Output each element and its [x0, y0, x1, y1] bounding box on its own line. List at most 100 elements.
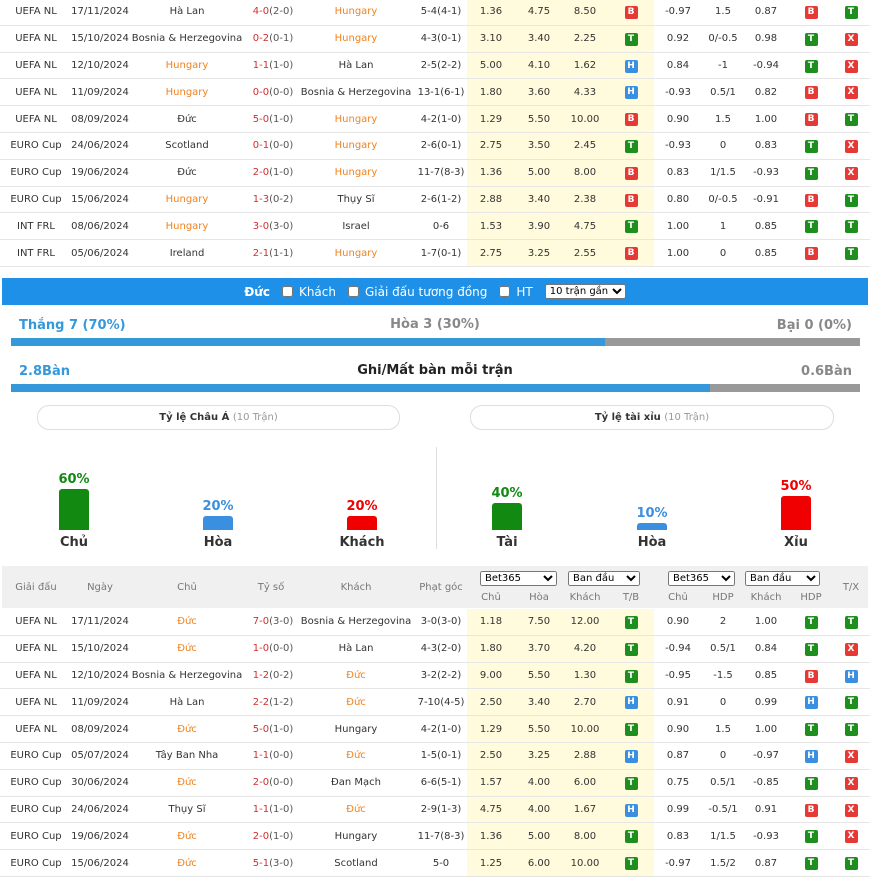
bookmaker-select[interactable]: Bet365 — [480, 571, 557, 586]
hdp-away: 1.00 — [754, 616, 778, 628]
goals-against-bar — [710, 384, 860, 392]
hdp-home: 0.92 — [666, 33, 690, 45]
corners: 1-5(0-1) — [420, 750, 462, 762]
result-badge: T — [624, 642, 638, 656]
home-team: Bosnia & Herzegovina — [131, 33, 243, 45]
handicap: 1/1.5 — [710, 167, 736, 179]
result-badge: T — [804, 857, 818, 871]
handicap: 0/-0.5 — [708, 33, 738, 45]
ratio-name: Khách — [339, 535, 385, 550]
date: 24/06/2024 — [71, 804, 129, 815]
league: EURO Cup — [10, 830, 62, 842]
date: 11/09/2024 — [71, 86, 129, 98]
corners: 2-6(1-2) — [420, 194, 462, 205]
full-score: 3-0 — [252, 220, 270, 232]
score: 7-0(3-0) — [223, 615, 323, 629]
handicap: 0.5/1 — [710, 86, 736, 98]
filter-checkbox[interactable] — [347, 286, 359, 297]
recent-select[interactable]: 10 trận gần — [544, 284, 626, 299]
score: 0-0(0-0) — [223, 86, 323, 100]
half-score: (1-0) — [269, 723, 294, 735]
odds-draw: 3.40 — [527, 194, 551, 205]
bookmaker-select[interactable]: Bet365 — [668, 571, 735, 586]
date: 12/10/2024 — [71, 60, 129, 71]
handicap: 1.5 — [715, 723, 731, 735]
result-badge: T — [804, 830, 818, 844]
date: 08/09/2024 — [71, 113, 129, 125]
row-border — [0, 849, 870, 851]
row-border — [0, 634, 870, 636]
league: INT FRL — [17, 220, 55, 232]
full-score: 1-2 — [252, 670, 270, 681]
odds-away: 2.88 — [573, 750, 597, 762]
result-badge: B — [624, 166, 638, 180]
half-score: (0-0) — [269, 777, 294, 789]
corners: 2-9(1-3) — [420, 804, 462, 815]
odds-home: 2.75 — [479, 140, 503, 152]
league: UEFA NL — [15, 643, 57, 655]
score: 1-2(0-2) — [223, 669, 323, 683]
row-border — [0, 822, 870, 824]
home-team: Scotland — [165, 140, 209, 152]
full-score: 5-0 — [252, 723, 270, 735]
column-subheader: Chủ — [668, 592, 688, 603]
odds-home: 1.53 — [479, 220, 503, 232]
date: 17/11/2024 — [71, 6, 129, 18]
odds-bg — [467, 0, 654, 267]
row-border — [0, 795, 870, 797]
ratio-value: 20% — [346, 499, 378, 515]
hdp-away: -0.93 — [753, 830, 779, 842]
filter-checkbox[interactable] — [281, 286, 293, 297]
half-score: (3-0) — [269, 220, 294, 232]
hdp-home: 0.80 — [666, 194, 690, 205]
corners: 6-6(5-1) — [420, 777, 462, 789]
divider — [436, 447, 437, 549]
odds-draw: 3.25 — [527, 750, 551, 762]
goals-title: Ghi/Mất bàn mỗi trận — [357, 363, 513, 378]
home-team: Đức — [177, 857, 197, 869]
result-badge: H — [624, 86, 638, 100]
away-team: Hungary — [334, 723, 378, 735]
away-team: Hà Lan — [338, 60, 374, 71]
panel-title: Tỷ lệ Châu Á (10 Trận) — [37, 405, 400, 430]
odds-draw: 3.70 — [527, 643, 551, 655]
bookmaker-select[interactable]: Ban đầu — [745, 571, 820, 586]
result-badge: T — [624, 776, 638, 790]
hdp-away: 0.91 — [754, 804, 778, 815]
odds-away: 6.00 — [573, 777, 597, 789]
half-score: (1-0) — [269, 804, 294, 815]
half-score: (1-0) — [269, 830, 294, 842]
odds-away: 2.45 — [573, 140, 597, 152]
away-team: Bosnia & Herzegovina — [300, 86, 412, 98]
odds-home: 2.50 — [479, 696, 503, 708]
league: EURO Cup — [10, 857, 62, 869]
hdp-home: 0.90 — [666, 616, 690, 628]
date: 17/11/2024 — [71, 616, 129, 628]
ratio-name: Chủ — [59, 535, 89, 550]
full-score: 1-1 — [252, 60, 270, 71]
result-badge: T — [844, 193, 858, 207]
odds-away: 10.00 — [570, 723, 600, 735]
filter-checkbox[interactable] — [499, 286, 511, 297]
half-score: (0-1) — [269, 33, 294, 45]
row-border — [0, 132, 870, 133]
half-score: (1-1) — [269, 247, 294, 259]
score: 2-2(1-2) — [223, 696, 323, 710]
odds-home: 1.29 — [479, 723, 503, 735]
odds-draw: 3.40 — [527, 696, 551, 708]
result-badge: B — [804, 193, 818, 207]
result-badge: X — [844, 803, 858, 817]
handicap: 0 — [719, 750, 727, 762]
bookmaker-select[interactable]: Ban đầu — [568, 571, 640, 586]
full-score: 0-2 — [252, 33, 270, 45]
date: 15/10/2024 — [71, 643, 129, 655]
odds-away: 2.38 — [573, 194, 597, 205]
result-badge: T — [624, 139, 638, 153]
result-badge: X — [844, 86, 858, 100]
odds-draw: 5.50 — [527, 723, 551, 735]
result-badge: T — [624, 857, 638, 871]
away-team: Đức — [346, 696, 366, 708]
column-header: T/X — [842, 582, 860, 593]
odds-away: 2.70 — [573, 696, 597, 708]
handicap: 1/1.5 — [710, 830, 736, 842]
